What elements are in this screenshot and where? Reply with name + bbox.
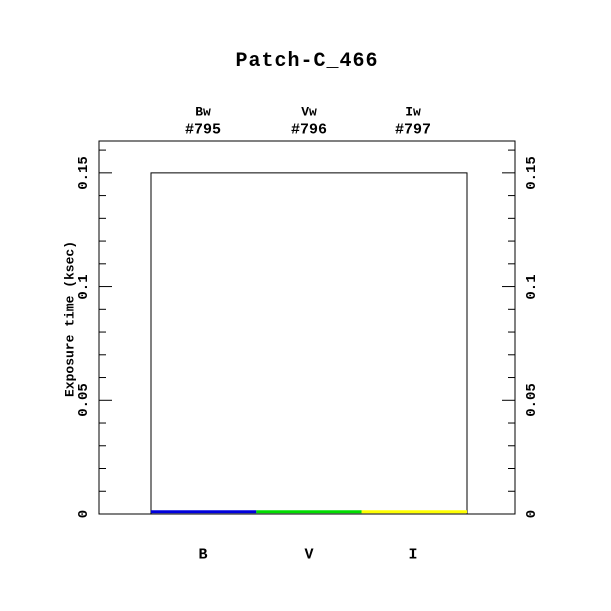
- top-id-label-796: #796: [290, 121, 328, 139]
- top-filter-label-bw: Bw: [195, 104, 211, 120]
- x-category-label-i: I: [408, 546, 418, 564]
- y-tick-label-left-0.15: 0.15: [76, 156, 92, 190]
- top-id-label-795: #795: [184, 121, 222, 139]
- y-tick-label-right-0: 0: [524, 509, 540, 519]
- y-axis-label: Exposure time (ksec): [62, 240, 78, 398]
- chart-title: Patch-C_466: [235, 50, 379, 73]
- y-tick-label-left-0: 0: [76, 509, 92, 519]
- x-category-label-v: V: [304, 546, 314, 564]
- x-category-label-b: B: [198, 546, 208, 564]
- histogram-outline: [150, 172, 468, 514]
- top-filter-label-iw: Iw: [405, 104, 421, 120]
- top-id-label-797: #797: [394, 121, 432, 139]
- plot-frame: [98, 140, 516, 515]
- y-tick-label-right-0.15: 0.15: [524, 156, 540, 190]
- top-filter-label-vw: Vw: [301, 104, 317, 120]
- y-tick-label-left-0.05: 0.05: [76, 383, 92, 418]
- y-tick-label-right-0.1: 0.1: [524, 273, 540, 300]
- y-tick-label-left-0.1: 0.1: [76, 273, 92, 300]
- y-tick-label-right-0.05: 0.05: [524, 383, 540, 418]
